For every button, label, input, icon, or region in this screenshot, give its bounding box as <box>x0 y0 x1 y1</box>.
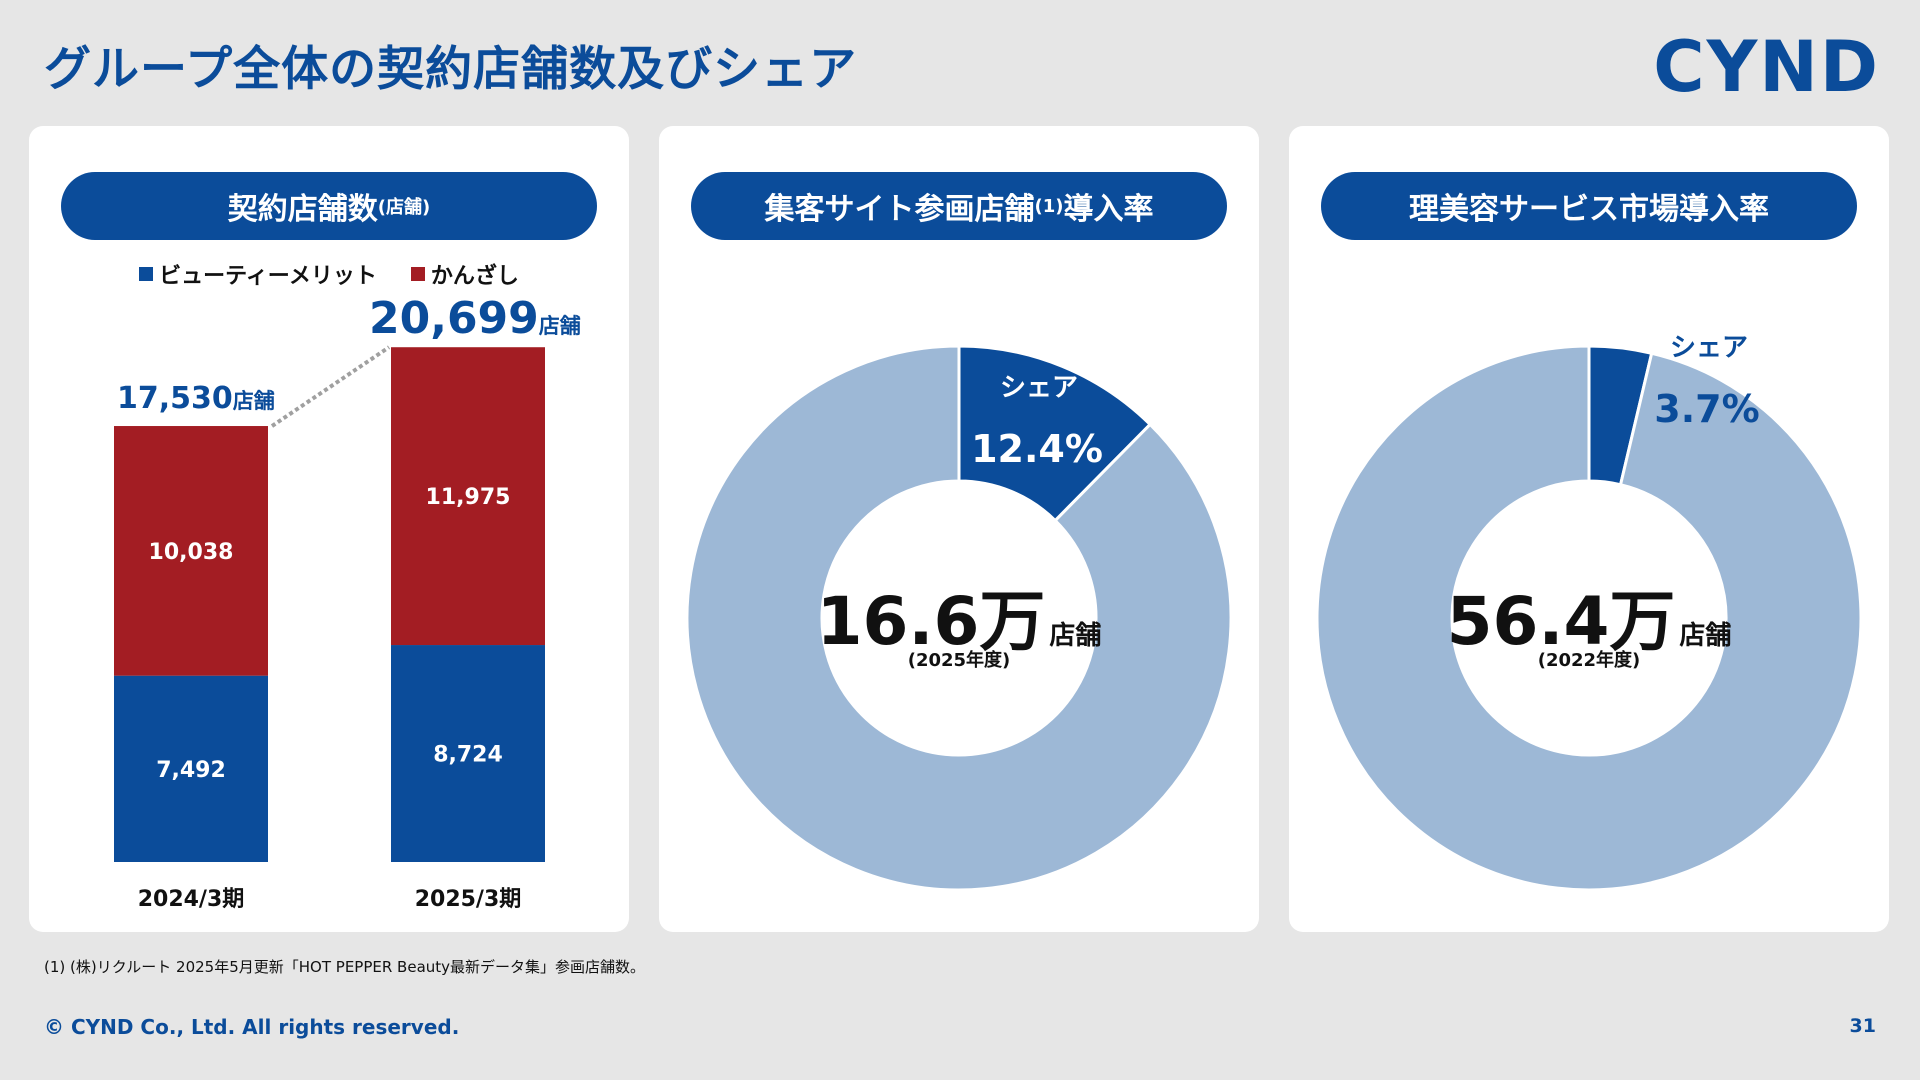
legend-item-kanzashi: かんざし <box>410 258 519 290</box>
bar-segment <box>114 426 268 676</box>
page-number: 31 <box>1849 1015 1876 1037</box>
store-count-panel: 契約店舗数 (店舗) ビューティーメリット かんざし 7,492 10,038 202… <box>29 126 629 932</box>
x-tick-label: 2025/3期 <box>415 887 522 912</box>
bar-segment <box>391 347 545 646</box>
share-slice <box>957 344 1153 523</box>
booking-site-donut: シェア 12.4% <box>685 344 1233 892</box>
growth-connector <box>270 345 391 428</box>
store-count-heading-text: 契約店舗数 <box>227 192 378 227</box>
legend-label: かんざし <box>430 264 519 289</box>
center-unit: 店舗 <box>1049 621 1102 651</box>
donut2-center-year: (2022年度) <box>1537 650 1641 671</box>
legend-label: ビューティーメリット <box>159 264 377 289</box>
center-number: 56.4万 <box>1446 583 1676 660</box>
donut2-center-value: 56.4万 店舗 <box>1289 568 1889 664</box>
share-label: シェア <box>1000 373 1078 403</box>
page-title: グループ全体の契約店舗数及びシェア <box>44 42 858 97</box>
bar-value-label: 10,038 <box>149 540 234 565</box>
bar-legend: ビューティーメリット かんざし <box>29 258 629 290</box>
remainder-slice <box>685 344 1233 892</box>
center-unit: 店舗 <box>1679 621 1732 651</box>
total-label: 20,699店舗 <box>369 293 581 344</box>
footnote: (1) (株)リクルート 2025年5月更新「HOT PEPPER Beauty… <box>44 958 646 976</box>
booking-site-heading-tail: 導入率 <box>1063 192 1154 227</box>
bar-value-label: 11,975 <box>426 485 511 510</box>
stacked-bar-chart: 7,492 10,038 2024/3期 8,724 11,975 2025/3期 17,5… <box>114 293 581 912</box>
share-value: 3.7% <box>1654 387 1759 431</box>
donut1-center-value: 16.6万 店舗 <box>659 568 1259 664</box>
footnote-ref: (1) <box>1034 195 1064 217</box>
legend-swatch-red <box>410 267 425 281</box>
share-label: シェア <box>1670 333 1748 363</box>
booking-site-heading: 集客サイト参画店舗 (1) 導入率 <box>691 172 1227 240</box>
booking-site-heading-text: 集客サイト参画店舗 <box>764 192 1035 227</box>
total-label: 17,530店舗 <box>117 381 275 416</box>
cynd-logo: CYND <box>1653 26 1880 108</box>
remainder-slice <box>1315 344 1863 892</box>
x-tick-label: 2024/3期 <box>138 887 245 912</box>
center-number: 16.6万 <box>816 583 1046 660</box>
market-heading: 理美容サービス市場導入率 <box>1321 172 1857 240</box>
bar-value-label: 8,724 <box>433 743 503 768</box>
legend-swatch-blue <box>139 267 154 281</box>
copyright: © CYND Co., Ltd. All rights reserved. <box>44 1015 460 1039</box>
store-count-heading-unit: (店舗) <box>377 197 431 218</box>
bar-value-label: 7,492 <box>156 758 226 783</box>
bar-segment <box>114 675 268 862</box>
market-panel: 理美容サービス市場導入率 シェア 3.7% 56.4万 店舗 (2022年度) <box>1289 126 1889 932</box>
share-value: 12.4% <box>971 427 1103 471</box>
store-count-heading: 契約店舗数 (店舗) <box>61 172 597 240</box>
bar-segment <box>391 645 545 862</box>
booking-site-panel: 集客サイト参画店舗 (1) 導入率 シェア 12.4% 16.6万 店舗 (2025年度… <box>659 126 1259 932</box>
market-donut: シェア 3.7% <box>1315 333 1863 892</box>
legend-item-beauty-merit: ビューティーメリット <box>139 258 377 290</box>
donut1-center-year: (2025年度) <box>907 650 1011 671</box>
